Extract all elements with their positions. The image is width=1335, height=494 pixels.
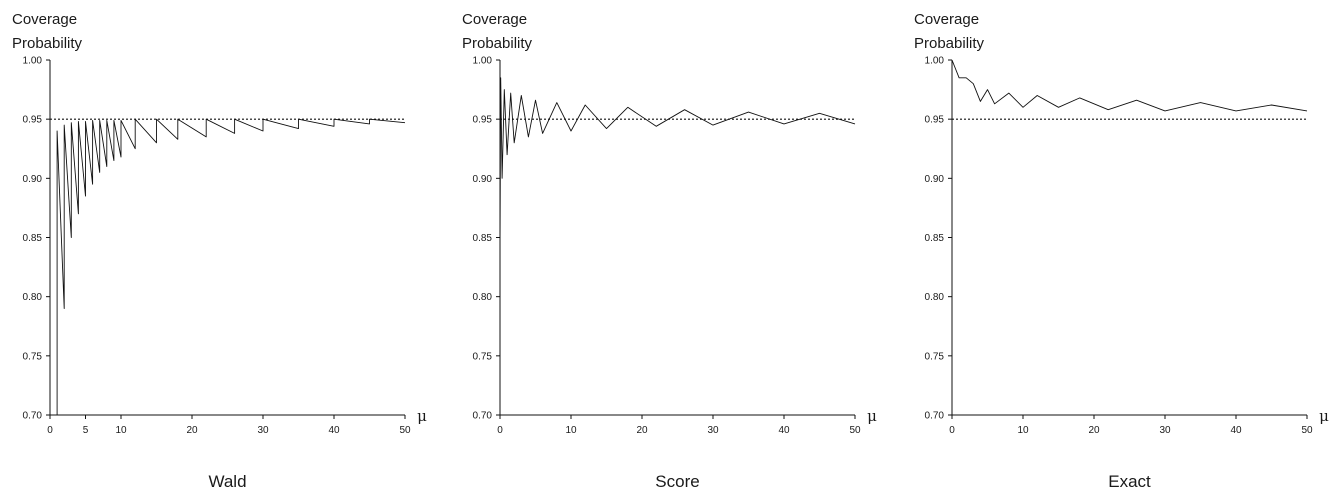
- y-axis-label-line1: Coverage: [462, 11, 527, 28]
- x-tick-label: 40: [1230, 425, 1242, 436]
- x-axis-label: μ: [1319, 407, 1329, 425]
- x-tick-label: 0: [47, 425, 53, 436]
- chart-title: Exact: [1108, 472, 1151, 491]
- x-tick-label: 10: [1017, 425, 1029, 436]
- x-tick-label: 20: [186, 425, 198, 436]
- coverage-series-line: [50, 118, 406, 416]
- y-axis-label-line2: Probability: [12, 35, 83, 52]
- x-tick-label: 10: [115, 425, 127, 436]
- y-axis-label-line1: Coverage: [914, 11, 979, 28]
- y-tick-label: 0.95: [473, 115, 493, 126]
- chart-title: Wald: [208, 472, 246, 491]
- x-tick-label: 50: [399, 425, 411, 436]
- x-tick-label: 20: [636, 425, 648, 436]
- x-tick-label: 20: [1088, 425, 1100, 436]
- chart-title: Score: [655, 472, 699, 491]
- x-tick-label: 30: [707, 425, 719, 436]
- y-tick-label: 1.00: [23, 56, 43, 67]
- y-tick-label: 0.70: [23, 411, 43, 422]
- x-tick-label: 40: [328, 425, 340, 436]
- y-tick-label: 0.95: [23, 115, 43, 126]
- x-tick-label: 0: [949, 425, 955, 436]
- chart-panel-wald: Coverage Probability 0.70 0.75 0.80 0.85 0.90 0…: [12, 11, 427, 491]
- y-tick-label: 0.90: [23, 174, 43, 185]
- y-tick-label: 0.95: [925, 115, 945, 126]
- y-tick-label: 0.90: [473, 174, 493, 185]
- y-tick-label: 1.00: [473, 56, 493, 67]
- y-axis-label-line2: Probability: [914, 35, 985, 52]
- y-axis-label-line1: Coverage: [12, 11, 77, 28]
- chart-panel-exact: Coverage Probability 0.70 0.75 0.80 0.85 0.90 0…: [914, 11, 1329, 491]
- x-tick-label: 50: [1301, 425, 1313, 436]
- y-tick-label: 0.90: [925, 174, 945, 185]
- y-tick-label: 0.75: [925, 351, 945, 362]
- x-tick-label: 30: [257, 425, 269, 436]
- y-tick-label: 0.70: [925, 411, 945, 422]
- y-tick-label: 0.85: [23, 233, 43, 244]
- y-tick-label: 0.80: [473, 292, 493, 303]
- x-tick-label: 40: [778, 425, 790, 436]
- x-tick-label: 30: [1159, 425, 1171, 436]
- y-tick-label: 0.80: [925, 292, 945, 303]
- y-tick-label: 0.70: [473, 411, 493, 422]
- y-tick-label: 0.85: [473, 233, 493, 244]
- y-tick-label: 0.85: [925, 233, 945, 244]
- coverage-series-line: [499, 77, 856, 250]
- x-tick-label: 10: [565, 425, 577, 436]
- y-tick-label: 0.75: [473, 351, 493, 362]
- x-tick-label: 5: [83, 425, 89, 436]
- y-tick-label: 1.00: [925, 56, 945, 67]
- x-axis-label: μ: [417, 407, 427, 425]
- y-tick-label: 0.75: [23, 351, 43, 362]
- y-axis-label-line2: Probability: [462, 35, 533, 52]
- coverage-series-line: [951, 59, 1308, 112]
- x-axis-label: μ: [867, 407, 877, 425]
- x-tick-label: 50: [849, 425, 861, 436]
- y-tick-label: 0.80: [23, 292, 43, 303]
- x-tick-label: 0: [497, 425, 503, 436]
- chart-panel-score: Coverage Probability 0.70 0.75 0.80 0.85 0.90 0…: [462, 11, 877, 491]
